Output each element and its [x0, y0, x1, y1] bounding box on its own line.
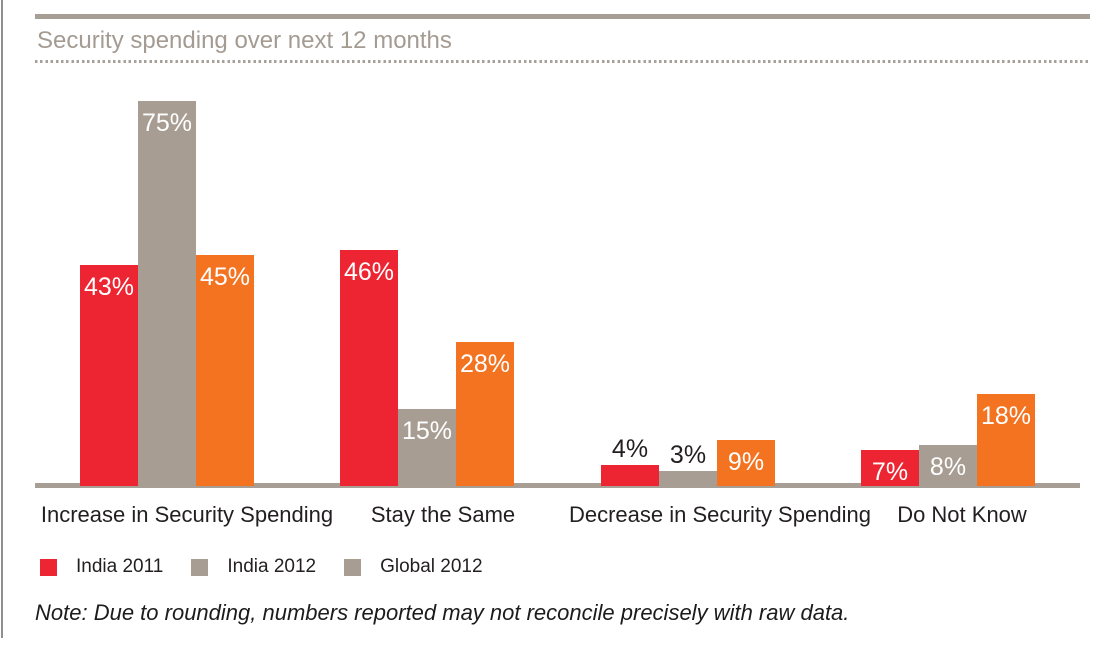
bar-value-label: 75% — [141, 109, 193, 137]
chart-legend: India 2011 India 2012 Global 2012 — [40, 556, 511, 578]
bar-india-2012-stay-the-same: 15% — [398, 409, 456, 486]
bar-value-label: 18% — [980, 402, 1032, 430]
legend-label: Global 2012 — [380, 556, 483, 577]
bar-india-2012-increase-in-security-spending: 75% — [138, 101, 196, 486]
category-label-stay-the-same: Stay the Same — [370, 502, 516, 527]
x-axis-line — [35, 483, 1080, 488]
legend-label: India 2012 — [227, 556, 317, 577]
bar-india-2011-do-not-know: 7% — [861, 450, 919, 486]
bar-chart: 43% 75% 45% Increase in Security Spending 46… — [35, 101, 1080, 527]
bar-value-label: 28% — [459, 350, 511, 378]
bar-india-2011-stay-the-same: 46% — [340, 250, 398, 486]
bar-value-label: 4% — [611, 435, 649, 463]
legend-label: India 2011 — [76, 556, 164, 577]
legend-swatch-global-2012 — [344, 558, 362, 576]
legend-item-india-2011: India 2011 — [40, 556, 163, 578]
footnote-text: Note: Due to rounding, numbers reported … — [35, 600, 850, 625]
category-label-do-not-know: Do Not Know — [897, 502, 1027, 527]
bar-value-label: 45% — [199, 263, 251, 291]
bar-global-2012-increase-in-security-spending: 45% — [196, 255, 254, 486]
legend-item-global-2012: Global 2012 — [344, 556, 483, 578]
bar-value-label: 8% — [929, 453, 967, 481]
bar-value-label: 7% — [871, 458, 909, 486]
page-left-edge-line — [1, 0, 3, 638]
title-top-rule — [35, 14, 1090, 19]
legend-item-india-2012: India 2012 — [191, 556, 316, 578]
title-dotted-rule — [35, 60, 1090, 63]
category-label-decrease-in-security-spending: Decrease in Security Spending — [568, 502, 872, 527]
chart-title: Security spending over next 12 months — [37, 27, 452, 54]
bar-india-2012-decrease-in-security-spending: 3% — [659, 441, 717, 486]
category-label-increase-in-security-spending: Increase in Security Spending — [40, 502, 334, 527]
bar-india-2012-do-not-know: 8% — [919, 445, 977, 486]
bar-global-2012-decrease-in-security-spending: 9% — [717, 440, 775, 486]
bar-india-2011-decrease-in-security-spending: 4% — [601, 435, 659, 486]
legend-swatch-india-2012 — [191, 558, 209, 576]
bar-value-label: 43% — [83, 273, 135, 301]
bar-value-label: 46% — [343, 258, 395, 286]
bar-value-label: 15% — [401, 417, 453, 445]
bar-value-label: 9% — [727, 448, 765, 476]
bar-global-2012-stay-the-same: 28% — [456, 342, 514, 486]
legend-swatch-india-2011 — [40, 558, 57, 576]
bar-value-label: 3% — [669, 441, 707, 469]
bar-global-2012-do-not-know: 18% — [977, 394, 1035, 486]
bar-india-2011-increase-in-security-spending: 43% — [80, 265, 138, 486]
